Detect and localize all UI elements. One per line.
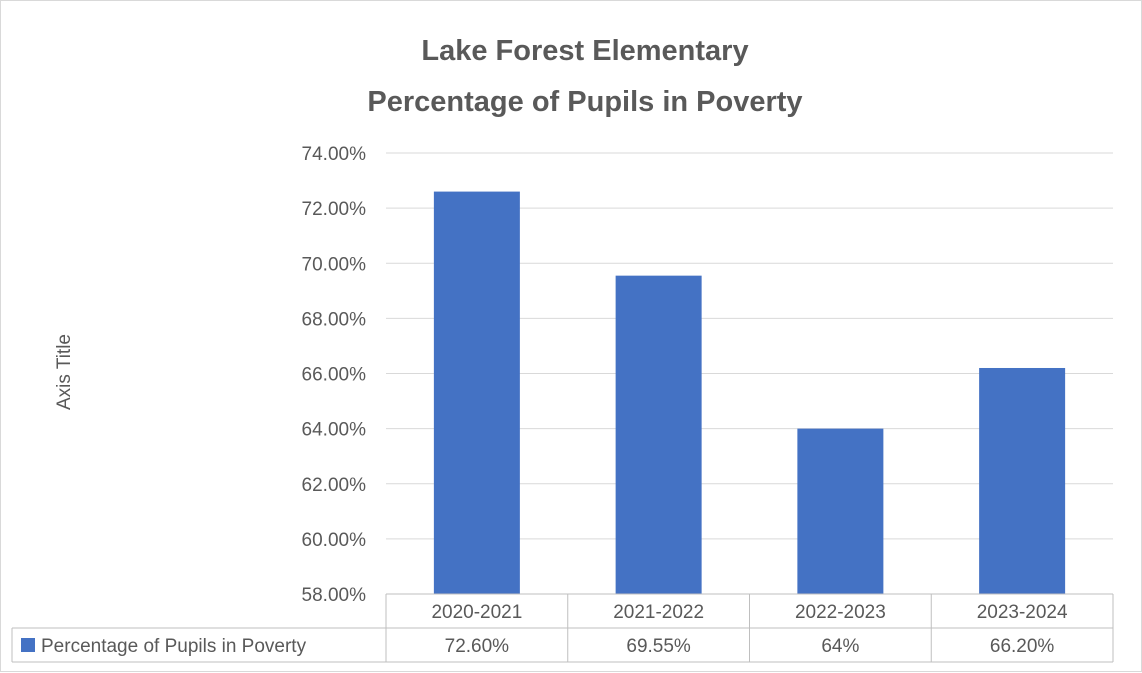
bars [433,191,1066,594]
data-table-value: 72.60% [445,636,510,657]
y-tick-label: 66.00% [302,365,367,386]
legend-series-name: Percentage of Pupils in Poverty [41,636,307,657]
data-table-value: 66.20% [990,636,1055,657]
y-axis-ticks: 58.00% 60.00% 62.00% 64.00% 66.00% 68.00% 70.0… [302,144,367,606]
y-tick-label: 68.00% [302,309,367,330]
data-table-value: 69.55% [626,636,691,657]
y-tick-label: 72.00% [302,199,367,220]
legend-key [21,638,35,652]
y-tick-label: 74.00% [302,144,367,165]
chart-title-line-1: Lake Forest Elementary [421,35,748,67]
bar [979,367,1066,594]
bar [433,191,520,594]
y-tick-label: 60.00% [302,530,367,551]
y-tick-label: 70.00% [302,254,367,275]
chart-title-line-2: Percentage of Pupils in Poverty [367,86,802,118]
x-category-label: 2021-2022 [613,602,704,623]
x-category-label: 2023-2024 [977,602,1068,623]
y-tick-label: 58.00% [302,585,367,606]
chart-title: Lake Forest Elementary Percentage of Pup… [367,35,802,118]
y-axis-title: Axis Title [54,334,75,410]
y-tick-label: 64.00% [302,420,367,441]
x-category-label: 2022-2023 [795,602,886,623]
bar [615,275,702,594]
data-table: 2020-2021 72.60% 2021-2022 69.55% 2022-2023 6… [11,593,1114,663]
y-tick-label: 62.00% [302,475,367,496]
x-category-label: 2020-2021 [431,602,522,623]
bar [797,428,884,594]
data-table-value: 64% [821,636,859,657]
